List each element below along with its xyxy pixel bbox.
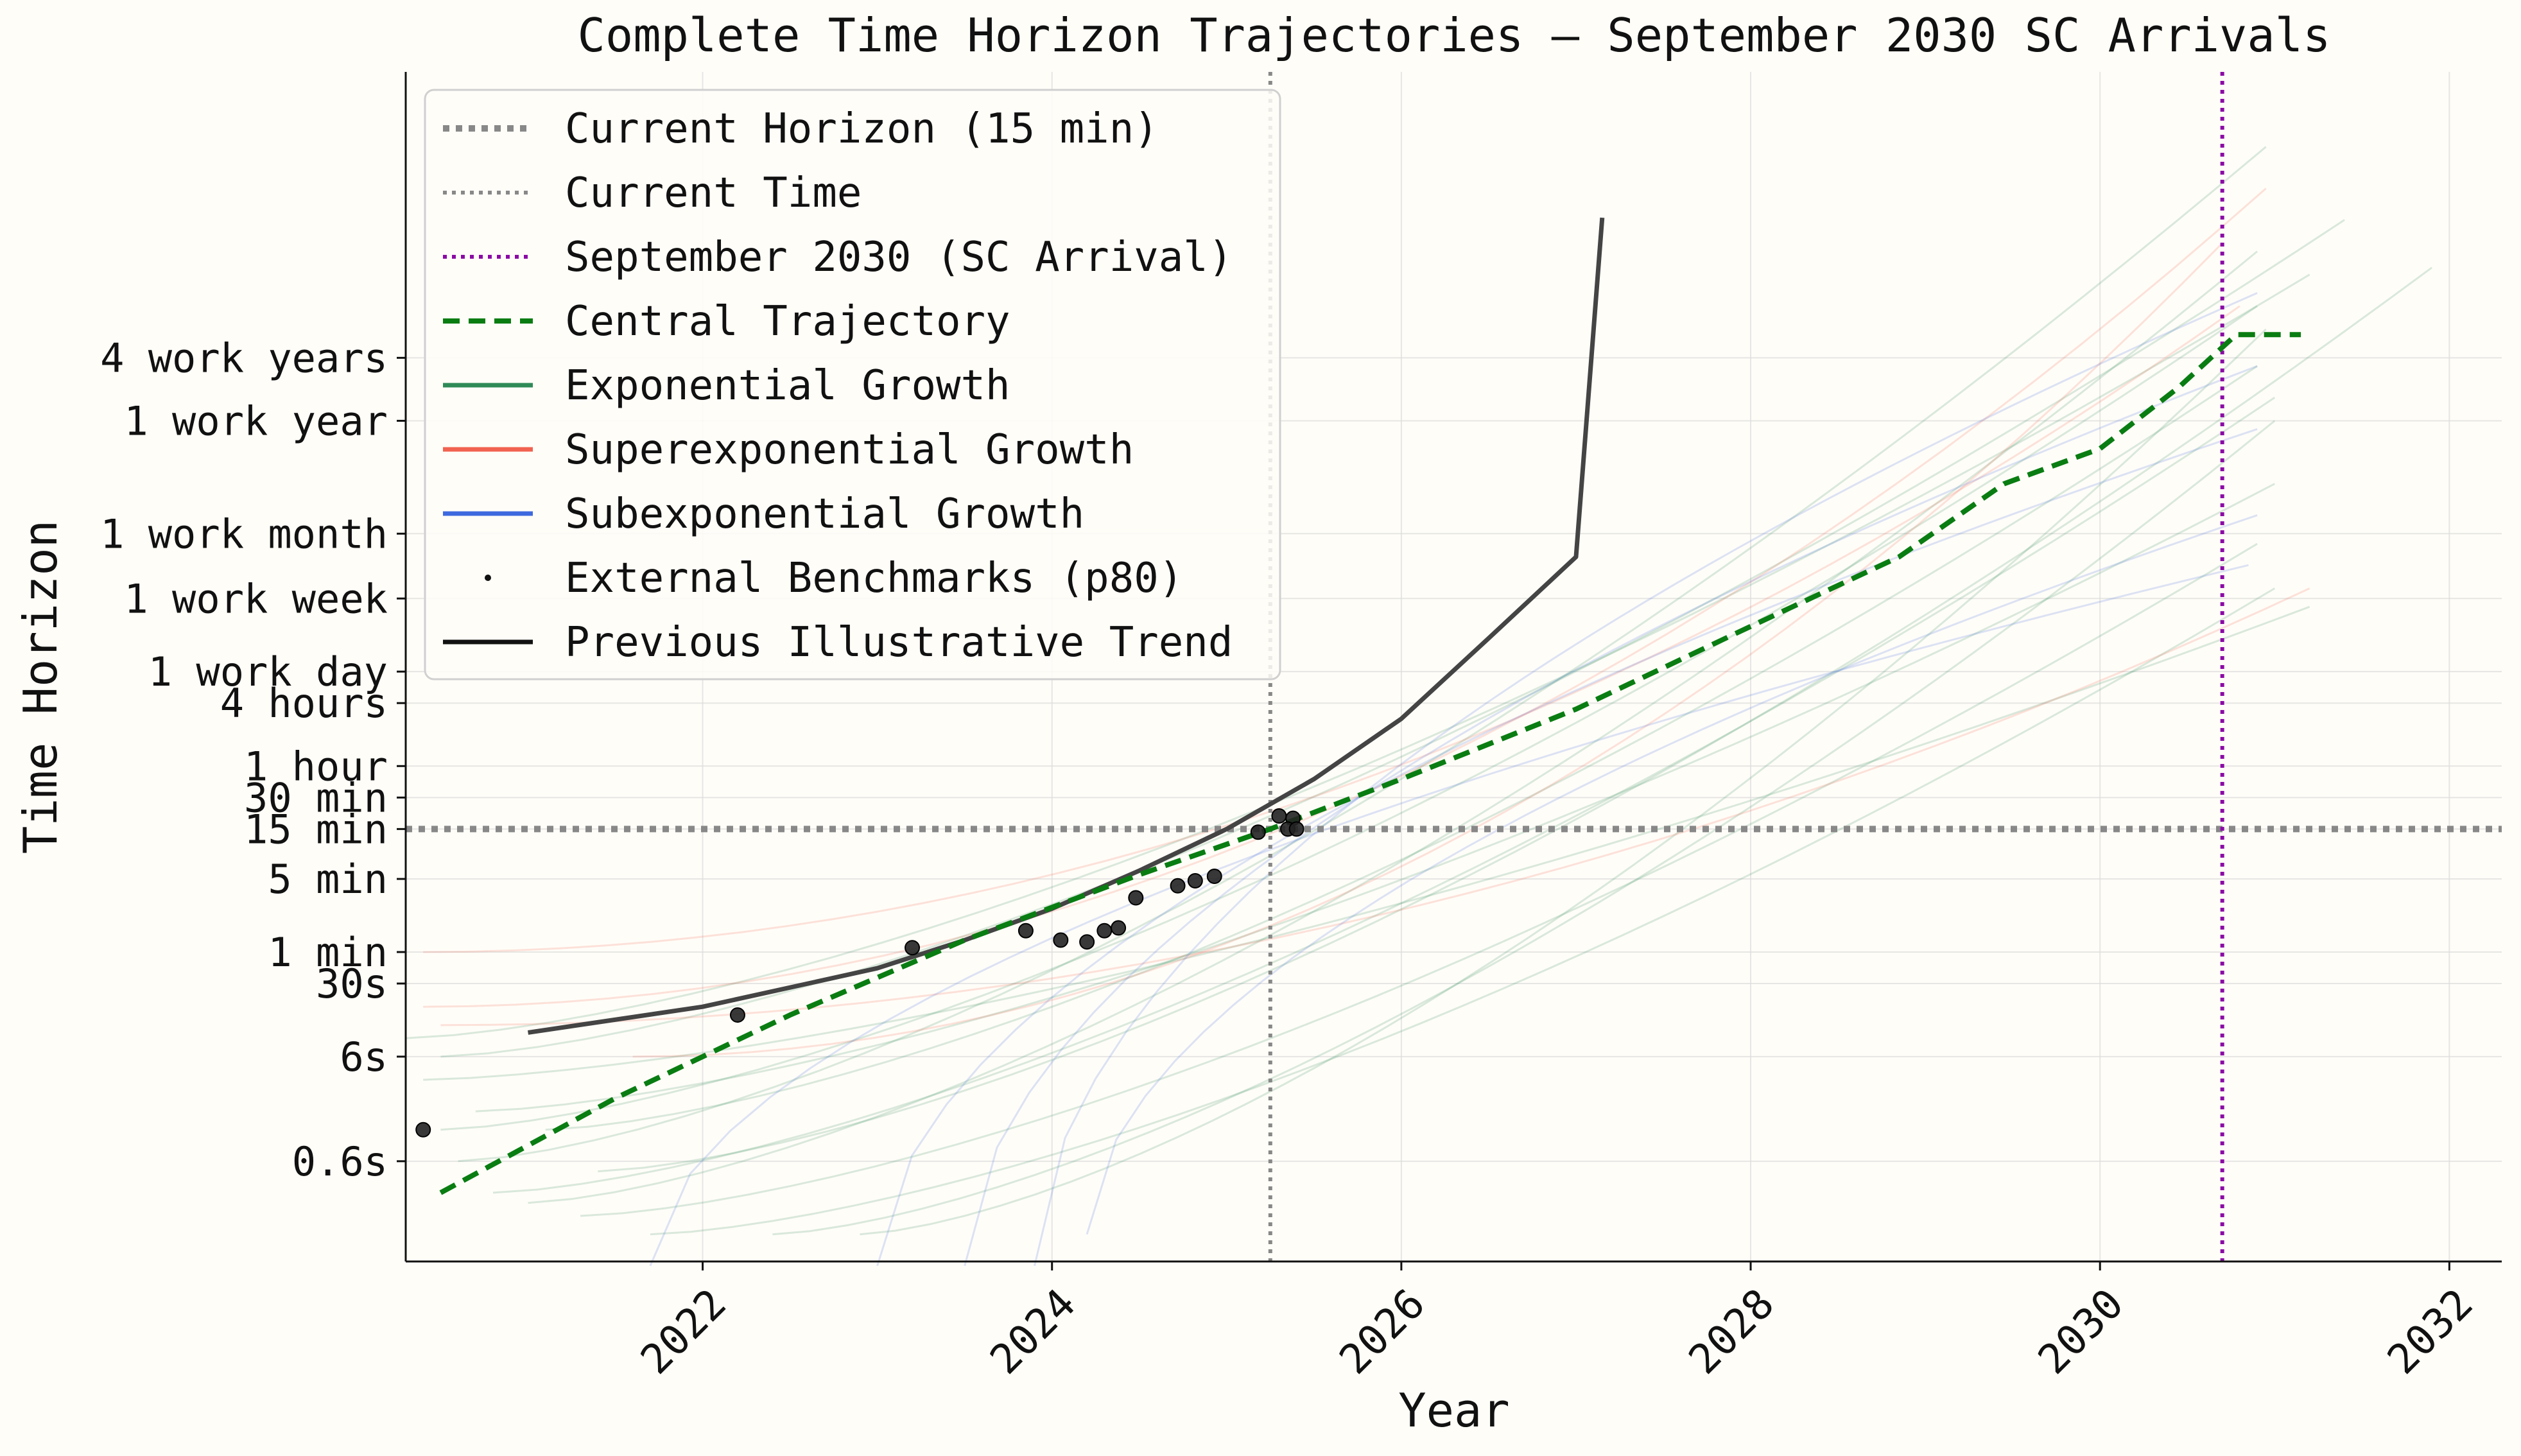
legend: Current Horizon (15 min) Current Time Sept… <box>424 89 1281 680</box>
y-tick-label: 1 min <box>268 929 388 976</box>
superexponential-trajectory <box>632 242 2223 1058</box>
benchmark-point <box>1187 872 1203 888</box>
legend-label-benchmarks: External Benchmarks (p80) <box>565 555 1183 602</box>
exponential-trajectory <box>545 365 2258 1131</box>
exponential-trajectory <box>440 305 2258 1131</box>
y-tick-label: 0.6s <box>292 1138 388 1185</box>
subexponential-trajectory <box>649 564 2249 1267</box>
exponential-trajectory <box>580 542 2258 1217</box>
benchmark-point <box>1128 890 1144 906</box>
benchmark-point <box>1170 878 1186 894</box>
previous-trend-line <box>527 217 1605 1035</box>
exponential-trajectory <box>492 397 2276 1194</box>
y-tick-label: 30s <box>316 960 388 1007</box>
benchmark-point <box>1250 824 1266 840</box>
exponential-trajectory <box>772 420 2276 1236</box>
legend-label-current_horizon: Current Horizon (15 min) <box>565 105 1159 153</box>
subexponential-trajectory <box>1034 292 2258 1267</box>
y-tick-label: 4 hours <box>220 680 388 727</box>
superexponential-trajectory <box>440 587 2310 1027</box>
legend-box <box>424 89 1281 680</box>
y-tick-label: 1 work month <box>100 510 388 557</box>
y-tick-label: 4 work years <box>100 334 388 381</box>
benchmark-point <box>1018 923 1034 939</box>
y-tick-label: 1 work week <box>124 575 388 622</box>
benchmark-point <box>1096 923 1113 939</box>
legend-label-exponential: Exponential Growth <box>565 362 1010 410</box>
y-tick-label: 1 hour <box>244 743 388 790</box>
exponential-trajectory <box>598 266 2433 1173</box>
axes <box>404 72 2502 1263</box>
series-lines <box>439 217 2301 1195</box>
exponential-trajectory <box>860 328 2267 1236</box>
exponential-trajectory <box>475 483 2275 1113</box>
trajectory-bundle <box>405 146 2433 1267</box>
legend-label-current_time: Current Time <box>565 169 862 217</box>
y-tick-label: 1 work year <box>124 397 388 444</box>
benchmark-point <box>1053 932 1069 948</box>
benchmark-point <box>1111 920 1127 936</box>
chart-title: Complete Time Horizon Trajectories — Sep… <box>578 8 2331 62</box>
x-axis-label: Year <box>1398 1383 1509 1437</box>
benchmark-point <box>1206 868 1222 884</box>
exponential-trajectory <box>423 605 2310 1081</box>
subexponential-trajectory <box>964 365 2258 1267</box>
legend-label-subexponential: Subexponential Growth <box>565 490 1084 538</box>
y-axis-label: Time Horizon <box>13 520 67 854</box>
subexponential-trajectory <box>876 428 2258 1267</box>
benchmark-point <box>1079 934 1095 950</box>
superexponential-trajectory <box>423 305 2240 953</box>
exponential-trajectory <box>440 219 2345 1058</box>
legend-swatch-benchmarks <box>485 575 491 581</box>
y-tick-label: 1 work day <box>148 648 388 695</box>
benchmark-point <box>415 1122 431 1138</box>
benchmark-point <box>729 1007 745 1023</box>
legend-label-superexponential: Superexponential Growth <box>565 426 1134 474</box>
legend-label-central: Central Trajectory <box>565 298 1010 345</box>
benchmark-point <box>1271 808 1287 824</box>
legend-label-sc_arrival: September 2030 (SC Arrival) <box>565 234 1233 281</box>
y-tick-label: 30 min <box>244 774 388 821</box>
benchmark-points <box>415 808 1304 1138</box>
grid <box>406 72 2502 1261</box>
exponential-trajectory <box>650 587 2276 1236</box>
exponential-trajectory <box>458 146 2267 1163</box>
legend-label-previous_trend: Previous Illustrative Trend <box>565 619 1233 666</box>
central-trajectory-line <box>439 332 2301 1195</box>
y-tick-label: 5 min <box>268 856 388 903</box>
y-tick-label: 6s <box>340 1034 388 1080</box>
benchmark-point <box>905 940 921 956</box>
y-tick-label: 15 min <box>244 806 388 853</box>
exponential-trajectory <box>405 273 2310 1039</box>
subexponential-trajectory <box>1086 514 2258 1235</box>
benchmark-point <box>1288 821 1304 837</box>
exponential-trajectory <box>528 250 2258 1204</box>
